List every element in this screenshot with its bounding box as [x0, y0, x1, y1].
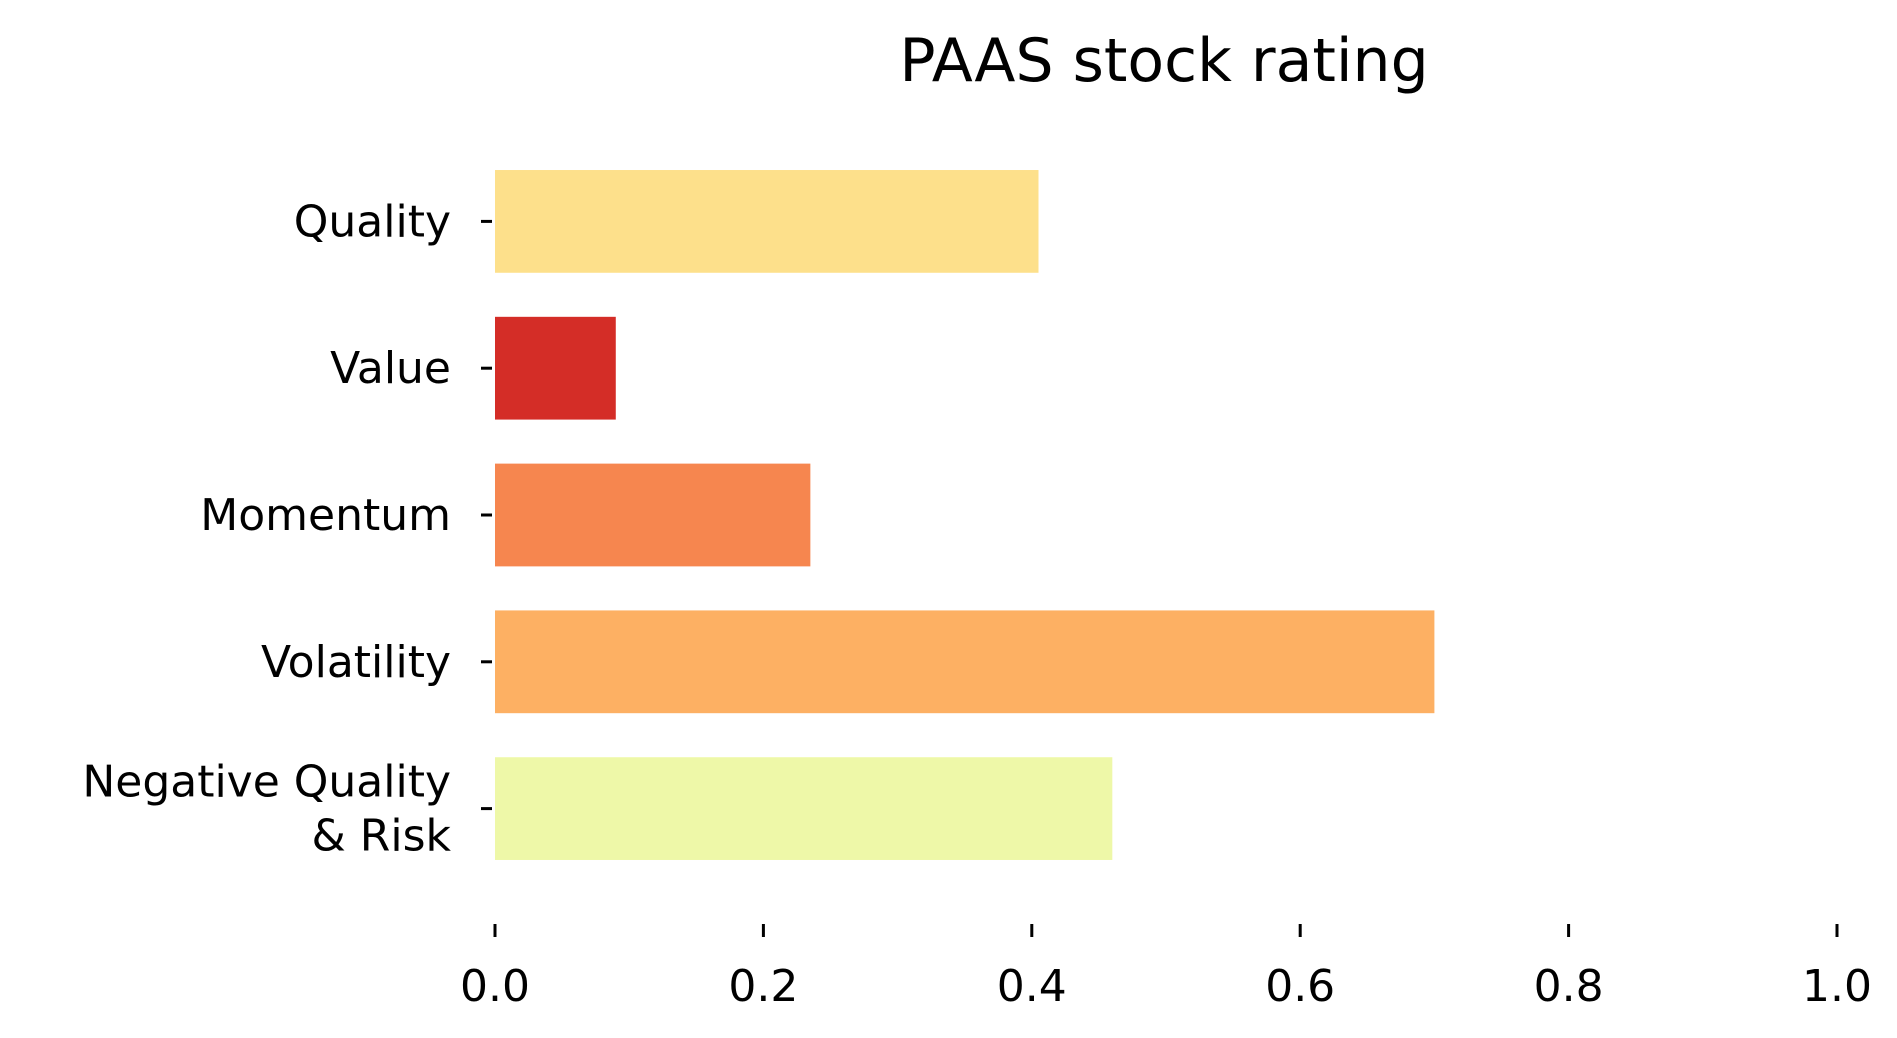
category-label-3: Volatility — [261, 637, 451, 688]
x-tick-label-1: 0.2 — [728, 961, 798, 1012]
category-label-1: Value — [330, 343, 451, 394]
x-tick-label-2: 0.4 — [997, 961, 1067, 1012]
bar-2 — [495, 463, 811, 567]
x-axis: 0.0 0.2 0.4 0.6 0.8 1.0 — [460, 924, 1872, 1012]
x-tick-label-3: 0.6 — [1265, 961, 1335, 1012]
chart-title: PAAS stock rating — [899, 26, 1428, 96]
bar-3 — [495, 610, 1435, 714]
bar-1 — [495, 316, 616, 420]
category-label-4-line-1: & Risk — [312, 811, 452, 862]
x-tick-label-0: 0.0 — [460, 961, 530, 1012]
bar-0 — [495, 170, 1039, 273]
category-labels: Quality Value Momentum Volatility Negative Q… — [82, 196, 492, 862]
category-label-4-line-0: Negative Quality — [82, 757, 451, 808]
bar-4 — [495, 757, 1113, 860]
category-label-0: Quality — [294, 196, 451, 247]
bars-group — [495, 170, 1435, 860]
category-label-2: Momentum — [200, 490, 451, 541]
x-tick-label-5: 1.0 — [1802, 961, 1872, 1012]
x-tick-label-4: 0.8 — [1534, 961, 1604, 1012]
